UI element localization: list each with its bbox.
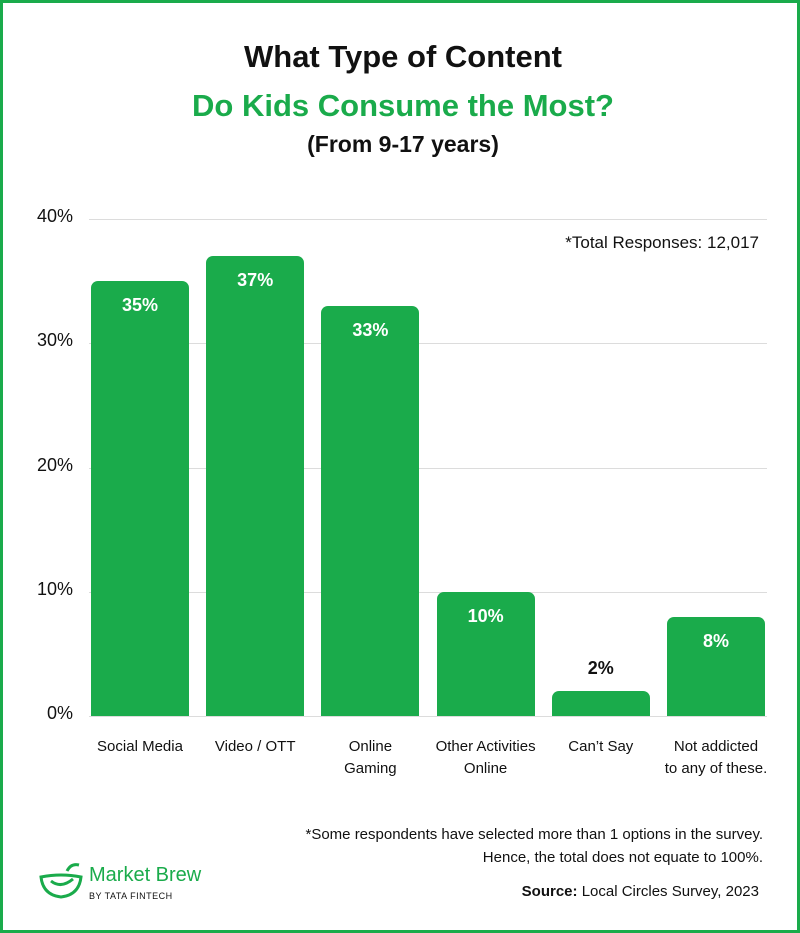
gridline	[89, 467, 767, 469]
category-label-line: Gaming	[344, 760, 397, 777]
gridline	[89, 716, 767, 717]
bar	[91, 281, 189, 716]
footnote-line2: Hence, the total does not equate to 100%…	[482, 849, 763, 866]
category-label: Not addicted to any of these.	[651, 736, 781, 780]
category-label: Online Gaming	[305, 736, 435, 780]
category-label: Can’t Say	[536, 736, 666, 758]
source-note: Source: Local Circles Survey, 2023	[522, 883, 759, 900]
footnote-line1: *Some respondents have selected more tha…	[305, 826, 764, 843]
market-brew-logo: Market Brew BY TATA FINTECH	[37, 861, 227, 911]
bar	[436, 591, 535, 716]
y-tick-label: 40%	[36, 206, 73, 226]
bar	[551, 691, 650, 716]
bowl-icon	[39, 863, 83, 899]
gridline	[89, 591, 767, 593]
category-label-line: Online	[348, 738, 393, 755]
category-label-line: Video / OTT	[214, 738, 296, 755]
footnote: *Some respondents have selected more tha…	[306, 823, 764, 869]
category-label-line: Other Activities	[435, 738, 536, 755]
logo-name: Market Brew	[89, 864, 202, 886]
chart-title-line1: What Type of Content	[244, 39, 562, 74]
gridline	[89, 219, 767, 220]
source-text: Local Circles Survey, 2023	[581, 883, 759, 900]
bar-value-label: 10%	[467, 605, 504, 626]
chart-title-line2: Do Kids Consume the Most?	[192, 88, 614, 123]
y-tick-label: 10%	[36, 578, 73, 599]
y-tick-label: 30%	[36, 330, 73, 351]
bar-value-label: 33%	[352, 319, 389, 340]
logo-byline: BY TATA FINTECH	[89, 891, 173, 901]
category-label: Video / OTT	[190, 736, 320, 758]
category-label: Other Activities Online	[421, 736, 551, 780]
bar-value-label: 35%	[121, 295, 159, 316]
bar-value-label: 37%	[237, 270, 274, 291]
y-tick-label: 0%	[46, 703, 73, 723]
category-label-line: to any of these.	[664, 760, 768, 777]
category-label: Social Media	[75, 736, 205, 758]
y-tick-label: 20%	[36, 454, 73, 475]
bar	[321, 305, 420, 716]
source-label: Source:	[521, 883, 578, 900]
total-responses-note: *Total Responses: 12,017	[565, 233, 759, 252]
bar	[667, 616, 765, 716]
category-label-line: Online	[463, 760, 508, 777]
chart-subtitle: (From 9-17 years)	[307, 131, 499, 157]
bar	[206, 256, 305, 716]
bar-value-label: 8%	[702, 630, 729, 651]
gridline	[89, 343, 767, 345]
category-label-line: Not addicted	[673, 738, 759, 755]
category-label-line: Can’t Say	[568, 738, 634, 755]
category-label-line: Social Media	[97, 738, 183, 755]
bar-value-label: 2%	[587, 658, 614, 679]
